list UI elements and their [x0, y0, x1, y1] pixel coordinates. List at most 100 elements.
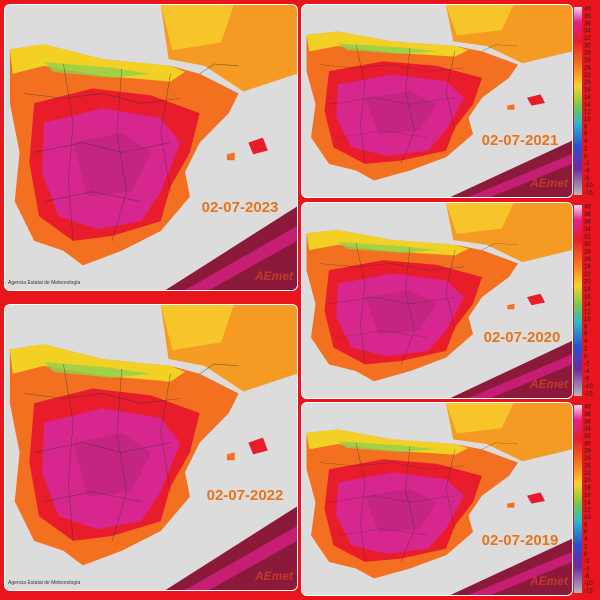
- scale-label: 26: [584, 456, 591, 462]
- scale-label: -6: [584, 176, 590, 182]
- map-date: 02-07-2021: [482, 132, 559, 149]
- scale-label: 2: [584, 347, 588, 353]
- scale-label: 40: [584, 205, 591, 211]
- map: [302, 5, 572, 197]
- map: [302, 403, 572, 595]
- credit: Agencia Estatal de Meteorología: [8, 280, 80, 286]
- scale-bar: [574, 7, 582, 195]
- map-date: 02-07-2020: [484, 329, 561, 346]
- temperature-map: [5, 5, 297, 290]
- scale-label: 24: [584, 463, 591, 469]
- scale-label: 0: [584, 354, 588, 360]
- color-scale: 4038363432302826242220181614121086420-2-…: [574, 7, 593, 197]
- scale-label: 28: [584, 249, 591, 255]
- map-panel: 02-07-2022 AEmet Agencia Estatal de Meteor…: [4, 304, 298, 591]
- scale-label: -2: [584, 362, 590, 368]
- scale-label: 20: [584, 279, 591, 285]
- scale-label: -2: [584, 559, 590, 565]
- scale-label: -10: [584, 581, 593, 587]
- scale-label: -6: [584, 574, 590, 580]
- map: [5, 305, 297, 590]
- scale-label: 20: [584, 478, 591, 484]
- scale-label: 10: [584, 515, 591, 521]
- scale-label: -15: [584, 392, 593, 398]
- scale-label: 18: [584, 287, 591, 293]
- scale-label: 18: [584, 486, 591, 492]
- scale-label: 16: [584, 95, 591, 101]
- map-panel: 02-07-2021 AEmet: [301, 4, 573, 198]
- scale-label: -6: [584, 377, 590, 383]
- scale-label: 38: [584, 412, 591, 418]
- scale-label: 30: [584, 43, 591, 49]
- scale-label: 14: [584, 500, 591, 506]
- scale-label: 16: [584, 493, 591, 499]
- aemet-logo: AEmet: [529, 176, 569, 190]
- scale-label: 30: [584, 242, 591, 248]
- scale-label: 4: [584, 339, 588, 345]
- temperature-map: [302, 5, 572, 197]
- temperature-map: [5, 305, 297, 590]
- map-panel: 02-07-2023 AEmet Agencia Estatal de Meteor…: [4, 4, 298, 291]
- scale-label: -10: [584, 384, 593, 390]
- scale-label: -15: [584, 589, 593, 595]
- color-scale: 4038363432302826242220181614121086420-2-…: [574, 205, 593, 398]
- scale-label: 12: [584, 309, 591, 315]
- scale-label: 8: [584, 522, 588, 528]
- scale-label: -4: [584, 168, 590, 174]
- aemet-logo: AEmet: [529, 377, 569, 391]
- map-date: 02-07-2023: [202, 199, 279, 216]
- scale-label: 40: [584, 7, 591, 13]
- map-date: 02-07-2022: [207, 487, 284, 504]
- temperature-map: [302, 203, 572, 398]
- scale-label: 16: [584, 294, 591, 300]
- scale-label: 24: [584, 65, 591, 71]
- temperature-map: [302, 403, 572, 595]
- aemet-logo: AEmet: [529, 574, 569, 588]
- scale-label: -4: [584, 369, 590, 375]
- aemet-logo: AEmet: [254, 569, 294, 583]
- credit: Agencia Estatal de Meteorología: [8, 580, 80, 586]
- scale-label: 0: [584, 552, 588, 558]
- color-scale: 4038363432302826242220181614121086420-2-…: [574, 405, 593, 595]
- scale-label: 14: [584, 302, 591, 308]
- scale-label: 26: [584, 257, 591, 263]
- scale-label: 34: [584, 427, 591, 433]
- scale-label: 26: [584, 58, 591, 64]
- scale-label: 4: [584, 537, 588, 543]
- map-panel: 02-07-2019 AEmet: [301, 402, 573, 596]
- scale-label: 6: [584, 132, 588, 138]
- scale-label: 6: [584, 530, 588, 536]
- scale-label: 24: [584, 264, 591, 270]
- scale-label: 34: [584, 227, 591, 233]
- scale-label: -15: [584, 191, 593, 197]
- scale-label: 28: [584, 449, 591, 455]
- scale-label: -4: [584, 566, 590, 572]
- scale-label: 28: [584, 51, 591, 57]
- scale-label: 32: [584, 434, 591, 440]
- scale-label: 22: [584, 73, 591, 79]
- scale-bar: [574, 205, 582, 396]
- aemet-logo: AEmet: [254, 269, 294, 283]
- scale-label: 38: [584, 14, 591, 20]
- scale-label: 0: [584, 154, 588, 160]
- scale-label: 36: [584, 220, 591, 226]
- scale-label: 36: [584, 419, 591, 425]
- scale-label: 14: [584, 102, 591, 108]
- scale-label: 18: [584, 88, 591, 94]
- scale-label: 38: [584, 212, 591, 218]
- map-panel: 02-07-2020 AEmet: [301, 202, 573, 399]
- scale-label: 2: [584, 146, 588, 152]
- scale-label: 20: [584, 80, 591, 86]
- scale-label: 6: [584, 332, 588, 338]
- scale-label: 34: [584, 29, 591, 35]
- scale-bar: [574, 405, 582, 593]
- scale-label: 30: [584, 441, 591, 447]
- scale-label: -10: [584, 183, 593, 189]
- map-date: 02-07-2019: [482, 532, 559, 549]
- scale-label: 12: [584, 110, 591, 116]
- scale-label: 32: [584, 36, 591, 42]
- scale-label: 4: [584, 139, 588, 145]
- scale-label: 32: [584, 234, 591, 240]
